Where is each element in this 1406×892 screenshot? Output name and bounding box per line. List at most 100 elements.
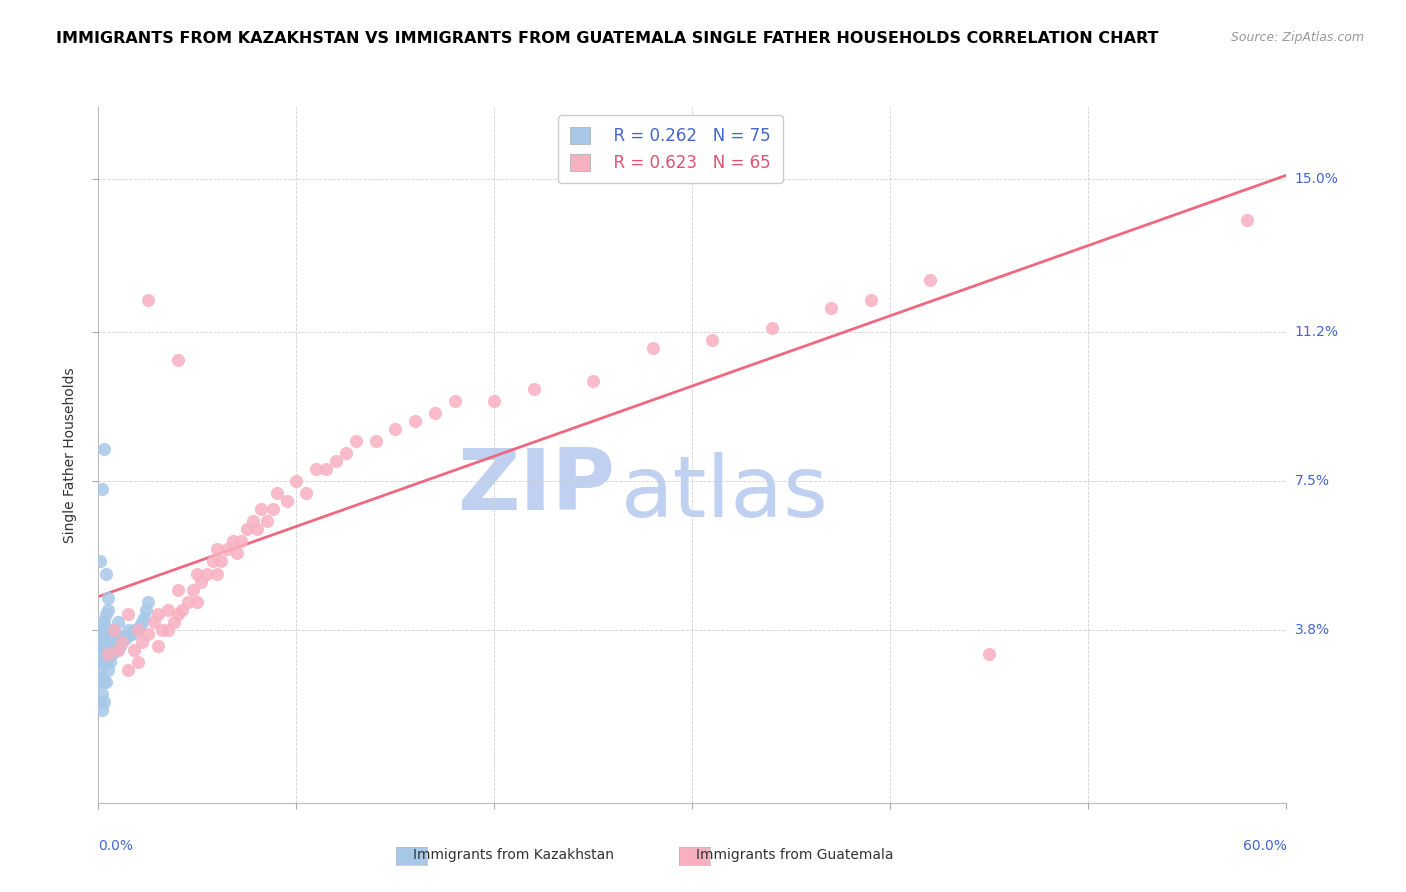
- Point: [979, 647, 1001, 661]
- Text: 60.0%: 60.0%: [1243, 839, 1286, 853]
- Legend:   R = 0.262   N = 75,   R = 0.623   N = 65: R = 0.262 N = 75, R = 0.623 N = 65: [558, 115, 783, 184]
- Point: [266, 486, 288, 500]
- Point: [103, 643, 125, 657]
- Point: [384, 422, 406, 436]
- Point: [93, 655, 115, 669]
- Text: 7.5%: 7.5%: [1295, 474, 1330, 488]
- Point: [89, 635, 111, 649]
- Point: [105, 627, 128, 641]
- Point: [150, 623, 173, 637]
- Point: [93, 631, 115, 645]
- Point: [89, 639, 111, 653]
- Point: [117, 623, 139, 637]
- Point: [117, 663, 139, 677]
- Point: [93, 615, 115, 629]
- Point: [93, 635, 115, 649]
- Point: [195, 566, 218, 581]
- Point: [820, 301, 842, 315]
- Point: [166, 607, 188, 621]
- Point: [91, 639, 114, 653]
- Point: [146, 639, 169, 653]
- Point: [131, 635, 153, 649]
- Point: [89, 695, 111, 709]
- Point: [142, 615, 165, 629]
- Point: [115, 631, 138, 645]
- Point: [93, 695, 115, 709]
- Point: [120, 627, 142, 641]
- Point: [136, 595, 159, 609]
- Point: [89, 631, 111, 645]
- Point: [859, 293, 882, 307]
- Point: [97, 647, 120, 661]
- Point: [98, 631, 121, 645]
- Point: [920, 273, 942, 287]
- Point: [229, 534, 252, 549]
- Point: [91, 703, 114, 717]
- Point: [111, 635, 134, 649]
- Text: atlas: atlas: [621, 451, 830, 534]
- Point: [131, 615, 153, 629]
- Point: [89, 554, 111, 568]
- Point: [97, 591, 120, 605]
- Point: [295, 486, 318, 500]
- Point: [761, 321, 783, 335]
- Point: [222, 534, 245, 549]
- Point: [127, 655, 149, 669]
- Point: [91, 687, 114, 701]
- Point: [236, 522, 259, 536]
- Text: Immigrants from Guatemala: Immigrants from Guatemala: [696, 847, 893, 862]
- Point: [209, 554, 232, 568]
- Point: [186, 595, 208, 609]
- Point: [91, 655, 114, 669]
- Point: [101, 647, 124, 661]
- Point: [97, 635, 120, 649]
- Point: [156, 623, 179, 637]
- Point: [107, 643, 129, 657]
- Point: [127, 623, 149, 637]
- Point: [176, 595, 198, 609]
- Point: [249, 502, 271, 516]
- Point: [91, 635, 114, 649]
- Point: [484, 393, 506, 408]
- Point: [285, 474, 308, 488]
- Point: [423, 406, 446, 420]
- Point: [315, 462, 337, 476]
- Point: [205, 542, 228, 557]
- Point: [96, 623, 118, 637]
- Point: [170, 603, 193, 617]
- Point: [97, 647, 120, 661]
- Text: 0.0%: 0.0%: [98, 839, 134, 853]
- Point: [101, 635, 124, 649]
- Point: [93, 627, 115, 641]
- Point: [166, 353, 188, 368]
- Point: [344, 434, 367, 448]
- Point: [702, 334, 724, 348]
- Point: [364, 434, 387, 448]
- Point: [129, 619, 152, 633]
- Point: [117, 607, 139, 621]
- Point: [1236, 212, 1258, 227]
- Point: [246, 522, 269, 536]
- Y-axis label: Single Father Households: Single Father Households: [63, 368, 77, 542]
- Point: [641, 342, 664, 356]
- Point: [89, 627, 111, 641]
- Point: [122, 643, 145, 657]
- Point: [404, 414, 426, 428]
- Point: [93, 675, 115, 690]
- Point: [111, 635, 134, 649]
- Point: [156, 603, 179, 617]
- Point: [136, 627, 159, 641]
- Point: [217, 542, 239, 557]
- Point: [186, 566, 208, 581]
- Point: [96, 643, 118, 657]
- Point: [103, 631, 125, 645]
- Text: Source: ZipAtlas.com: Source: ZipAtlas.com: [1230, 31, 1364, 45]
- Point: [523, 382, 546, 396]
- Point: [91, 647, 114, 661]
- Point: [146, 607, 169, 621]
- Point: [135, 603, 157, 617]
- Point: [97, 663, 120, 677]
- Point: [108, 639, 131, 653]
- Text: 15.0%: 15.0%: [1295, 172, 1339, 186]
- Point: [96, 675, 118, 690]
